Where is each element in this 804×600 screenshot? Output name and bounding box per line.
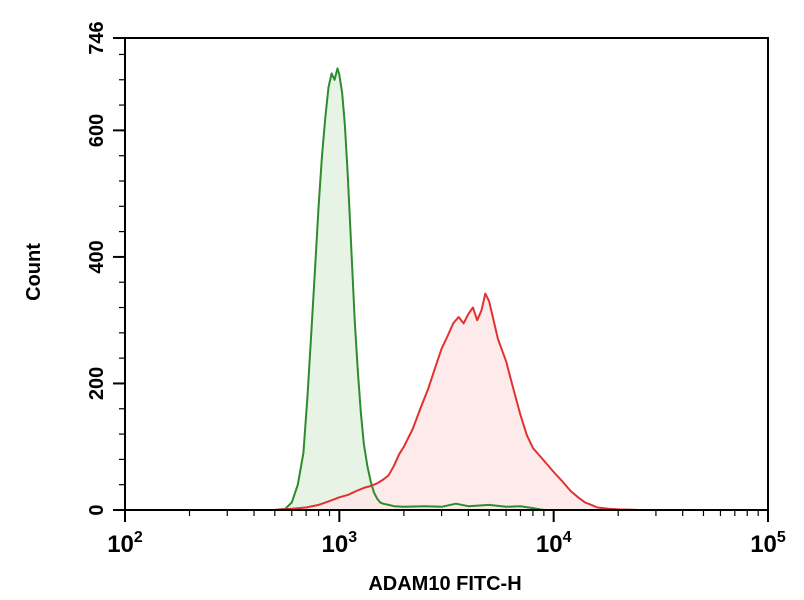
y-tick-label-2: 200 xyxy=(86,367,108,400)
x-tick-label-2: 103 xyxy=(322,529,358,558)
y-tick-label-3: 400 xyxy=(86,240,108,273)
series-1-line xyxy=(274,67,545,511)
plot-frame xyxy=(124,37,769,511)
x-tick-label-3: 104 xyxy=(536,529,572,558)
plot-area xyxy=(274,67,656,511)
y-tick-label-1: 0 xyxy=(86,504,108,515)
series-2-line xyxy=(274,292,656,511)
y-tick-label-5: 746 xyxy=(86,21,108,54)
axes: 102 103 104 105 0 200 400 600 746 xyxy=(86,21,786,558)
x-axis-label: ADAM10 FITC-H xyxy=(368,573,521,595)
series-2-fill xyxy=(274,293,656,510)
series-1-fill xyxy=(274,68,544,511)
x-tick-label-1: 102 xyxy=(107,529,143,558)
y-tick-label-4: 600 xyxy=(86,114,108,147)
y-axis-label: Count xyxy=(23,243,45,301)
x-tick-label-4: 105 xyxy=(750,529,786,558)
